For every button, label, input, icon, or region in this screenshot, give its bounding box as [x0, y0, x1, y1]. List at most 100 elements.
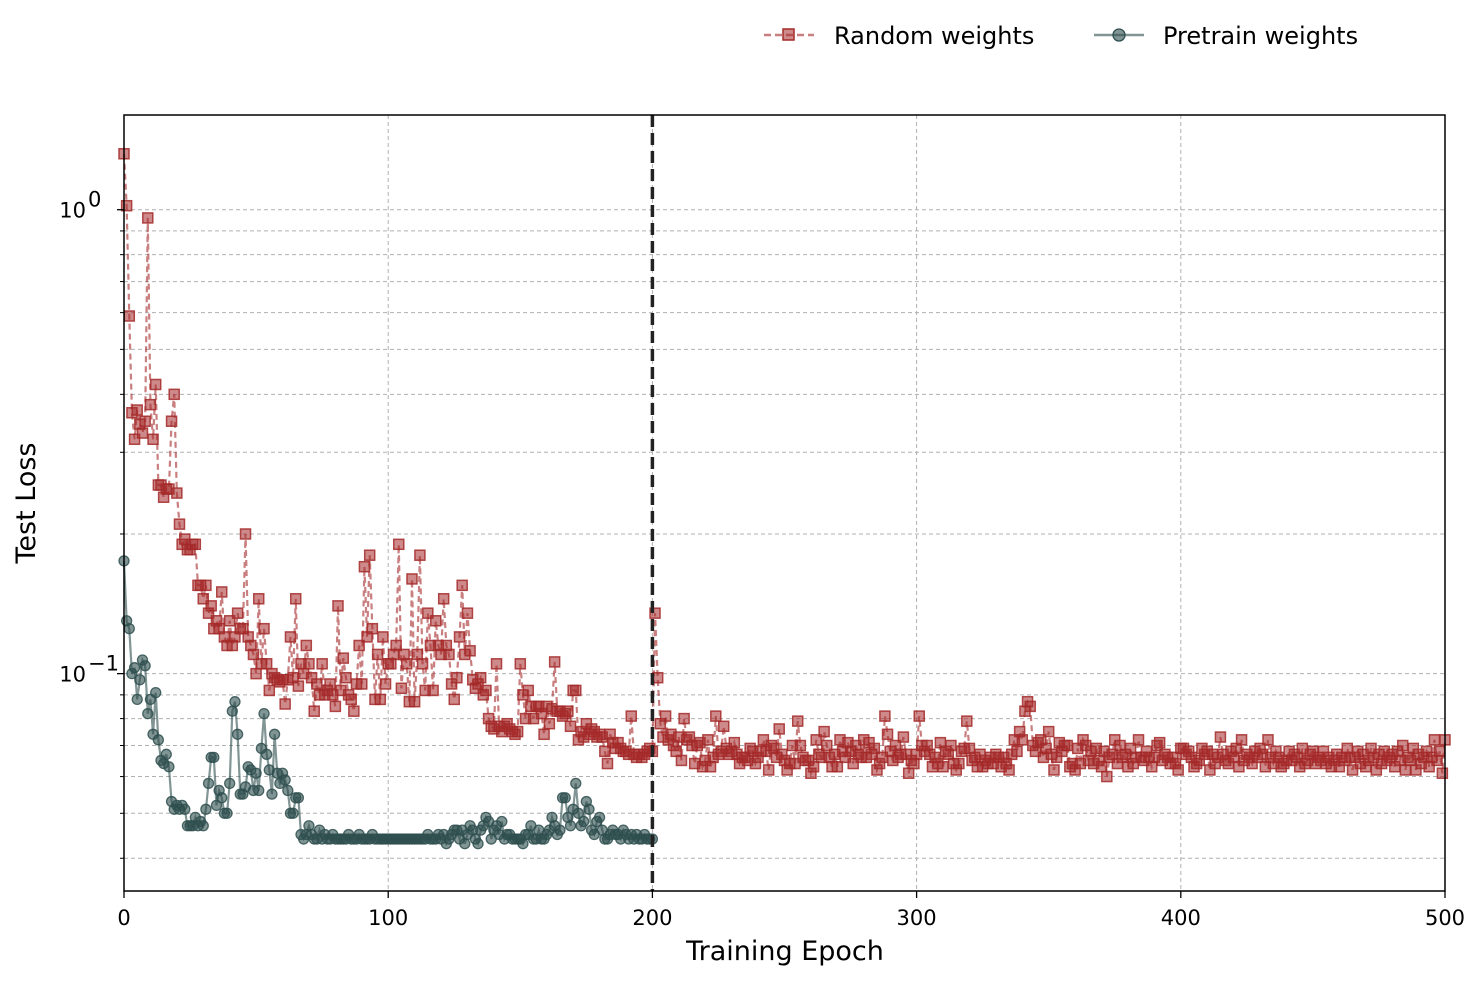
data-point	[303, 658, 315, 670]
data-point	[1346, 764, 1359, 776]
data-point	[374, 693, 387, 706]
data-point	[400, 658, 413, 670]
data-point	[123, 623, 135, 635]
data-point	[358, 560, 371, 573]
data-point	[197, 820, 209, 832]
legend: Random weights Pretrain weights	[764, 22, 1358, 50]
data-point	[345, 693, 357, 706]
data-point	[308, 705, 320, 717]
data-point	[881, 728, 894, 741]
data-point	[472, 838, 484, 850]
data-point	[625, 710, 638, 722]
data-point	[393, 538, 405, 551]
data-point	[152, 734, 164, 746]
y-tick-exponent: −1	[88, 652, 119, 676]
data-point	[570, 684, 582, 697]
data-point	[231, 607, 244, 619]
data-point	[366, 622, 379, 635]
data-point	[128, 433, 141, 446]
data-point	[284, 631, 297, 643]
data-point	[474, 671, 487, 684]
data-point	[163, 761, 175, 773]
data-point	[210, 799, 223, 812]
y-axis-title: Test Loss	[11, 443, 42, 565]
data-point	[1042, 725, 1055, 738]
data-point	[408, 695, 421, 708]
data-point	[216, 586, 228, 598]
data-point	[316, 658, 328, 670]
x-tick-label: 400	[1161, 906, 1201, 930]
series-random-weights	[118, 148, 1451, 783]
data-point	[279, 698, 291, 710]
data-point	[902, 767, 915, 779]
data-point	[411, 648, 424, 661]
data-point	[583, 803, 595, 815]
data-point	[1048, 764, 1060, 776]
data-point	[223, 615, 236, 627]
data-point	[649, 607, 661, 619]
data-point	[717, 720, 730, 733]
data-point	[762, 764, 775, 776]
data-point	[554, 824, 566, 836]
data-point	[593, 811, 606, 824]
data-point	[289, 593, 302, 605]
data-point	[131, 693, 143, 706]
data-point	[1011, 745, 1023, 758]
data-point	[226, 705, 238, 717]
data-point	[794, 739, 807, 752]
data-point	[728, 736, 741, 749]
data-point	[453, 631, 466, 643]
data-point	[171, 487, 183, 499]
data-point	[371, 648, 384, 661]
x-tick-label: 500	[1425, 906, 1465, 930]
data-point	[229, 696, 241, 708]
data-point	[564, 720, 577, 733]
data-point	[937, 760, 949, 773]
legend-item-random: Random weights	[764, 22, 1034, 50]
data-point	[142, 212, 154, 224]
data-point	[1396, 739, 1409, 752]
data-point	[231, 728, 244, 740]
data-point	[144, 398, 157, 411]
x-tick-label: 200	[632, 906, 672, 930]
data-point	[522, 684, 534, 697]
data-point	[147, 433, 159, 446]
data-point	[437, 593, 450, 605]
data-point	[1132, 734, 1145, 746]
series-layer	[118, 148, 1451, 850]
legend-label-pretrain: Pretrain weights	[1163, 22, 1358, 50]
data-point	[123, 310, 136, 322]
legend-item-pretrain: Pretrain weights	[1094, 22, 1358, 50]
data-point	[430, 615, 442, 627]
x-tick-label: 100	[368, 906, 408, 930]
data-point	[279, 774, 291, 786]
data-point	[791, 715, 804, 727]
data-point	[173, 518, 186, 530]
y-tick-label: 10	[59, 663, 86, 687]
data-point	[287, 807, 299, 819]
data-point	[150, 686, 162, 699]
data-point	[261, 748, 273, 760]
data-point	[239, 528, 252, 540]
data-point	[1101, 770, 1113, 783]
data-point	[868, 742, 881, 755]
y-tick-exponent: 0	[88, 188, 101, 212]
data-point	[168, 388, 180, 401]
data-point	[160, 748, 172, 760]
data-point	[139, 660, 151, 672]
data-point	[496, 815, 508, 828]
data-point	[252, 593, 265, 605]
data-point	[414, 549, 426, 561]
data-point	[197, 593, 210, 605]
data-point	[247, 648, 260, 661]
data-point	[675, 754, 688, 767]
data-point	[601, 757, 614, 770]
data-point	[250, 667, 262, 680]
legend-circle-marker-icon	[1112, 28, 1126, 42]
data-point	[395, 682, 408, 695]
data-point	[149, 378, 162, 391]
data-point	[1433, 745, 1446, 758]
legend-label-random: Random weights	[834, 22, 1034, 50]
data-point	[1436, 767, 1449, 779]
